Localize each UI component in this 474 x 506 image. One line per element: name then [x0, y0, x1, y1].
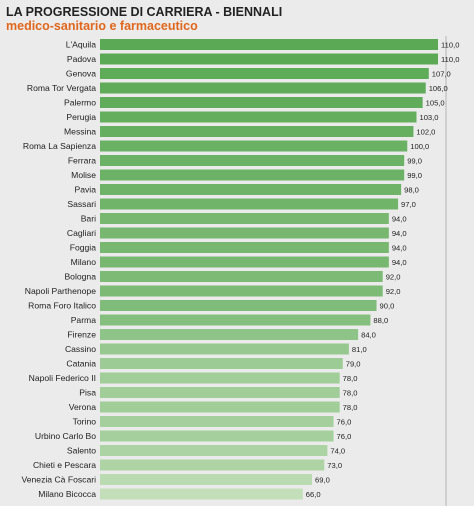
value-label: 94,0	[392, 244, 407, 253]
value-label: 99,0	[407, 157, 422, 166]
category-label: Roma Foro Italico	[28, 301, 96, 311]
value-label: 79,0	[346, 360, 361, 369]
value-label: 78,0	[343, 389, 358, 398]
bar	[100, 285, 383, 297]
category-label: Salento	[67, 446, 96, 456]
value-label: 103,0	[419, 113, 438, 122]
category-label: Sassari	[67, 199, 96, 209]
bar	[100, 445, 328, 456]
category-label: Catania	[66, 359, 96, 369]
bar	[100, 314, 371, 326]
category-label: Perugia	[66, 112, 96, 122]
value-label: 110,0	[441, 55, 459, 64]
bar	[100, 459, 325, 471]
bar	[100, 300, 377, 311]
value-label: 76,0	[337, 418, 352, 427]
value-label: 92,0	[386, 273, 401, 282]
value-label: 90,0	[380, 302, 395, 311]
category-label: Palermo	[64, 98, 96, 108]
category-label: Molise	[71, 170, 96, 180]
category-label: Torino	[73, 417, 97, 427]
bar	[100, 184, 402, 195]
category-label: Milano	[71, 257, 97, 267]
value-label: 102,0	[416, 128, 435, 137]
bar	[100, 387, 340, 398]
value-label: 94,0	[392, 229, 407, 238]
value-label: 92,0	[386, 287, 401, 296]
bar	[100, 416, 334, 427]
bar	[100, 155, 405, 166]
bar	[100, 358, 343, 369]
bar	[100, 329, 359, 340]
category-label: Cagliari	[67, 228, 96, 238]
value-label: 74,0	[330, 447, 345, 456]
category-label: Pisa	[79, 388, 96, 398]
value-label: 84,0	[361, 331, 376, 340]
category-label: Roma La Sapienza	[23, 141, 96, 151]
category-label: Ferrara	[68, 156, 96, 166]
value-label: 69,0	[315, 476, 330, 485]
bar	[100, 256, 389, 268]
category-label: Messina	[64, 127, 96, 137]
value-label: 78,0	[343, 374, 358, 383]
category-label: L'Aquila	[66, 40, 97, 50]
bar	[100, 401, 340, 413]
bar	[100, 488, 303, 500]
value-label: 98,0	[404, 186, 419, 195]
category-label: Firenze	[67, 330, 96, 340]
bar	[100, 430, 334, 442]
bar	[100, 343, 349, 355]
category-label: Napoli Federico II	[29, 373, 96, 383]
chart-title: LA PROGRESSIONE DI CARRIERA - BIENNALI	[6, 5, 283, 19]
value-label: 97,0	[401, 200, 416, 209]
value-label: 110,0	[441, 41, 459, 50]
bar	[100, 169, 405, 181]
value-label: 76,0	[337, 432, 352, 441]
category-label: Napoli Parthenope	[25, 286, 96, 296]
bar	[100, 111, 417, 123]
bar	[100, 68, 429, 79]
value-label: 88,0	[373, 316, 388, 325]
category-label: Bologna	[64, 272, 96, 282]
category-label: Urbino Carlo Bo	[35, 431, 96, 441]
value-label: 66,0	[306, 490, 321, 499]
chart-subtitle: medico-sanitario e farmaceutico	[6, 19, 198, 33]
value-label: 78,0	[343, 403, 358, 412]
bar	[100, 474, 313, 485]
bar	[100, 198, 399, 210]
value-label: 105,0	[426, 99, 445, 108]
category-label: Genova	[66, 69, 96, 79]
category-label: Pavia	[75, 185, 97, 195]
value-label: 100,0	[410, 142, 429, 151]
category-label: Roma Tor Vergata	[27, 83, 96, 93]
category-label: Parma	[71, 315, 97, 325]
value-label: 94,0	[392, 215, 407, 224]
bar	[100, 227, 389, 239]
bar	[100, 271, 383, 282]
bar	[100, 213, 389, 224]
category-label: Verona	[69, 402, 96, 412]
bar	[100, 97, 423, 108]
category-label: Foggia	[70, 243, 96, 253]
bar	[100, 126, 414, 137]
value-label: 94,0	[392, 258, 407, 267]
value-label: 99,0	[407, 171, 422, 180]
bar	[100, 82, 426, 94]
category-label: Milano Bicocca	[38, 489, 96, 499]
value-label: 81,0	[352, 345, 367, 354]
value-label: 107,0	[432, 70, 451, 79]
bar	[100, 53, 438, 65]
value-label: 73,0	[327, 461, 342, 470]
category-label: Cassino	[65, 344, 96, 354]
category-label: Venezia Cà Foscari	[21, 475, 96, 485]
bar	[100, 140, 408, 152]
bar	[100, 372, 340, 384]
category-label: Padova	[67, 54, 96, 64]
bar	[100, 39, 438, 50]
category-label: Chieti e Pescara	[33, 460, 96, 470]
value-label: 106,0	[429, 84, 448, 93]
category-label: Bari	[81, 214, 96, 224]
bar	[100, 242, 389, 253]
